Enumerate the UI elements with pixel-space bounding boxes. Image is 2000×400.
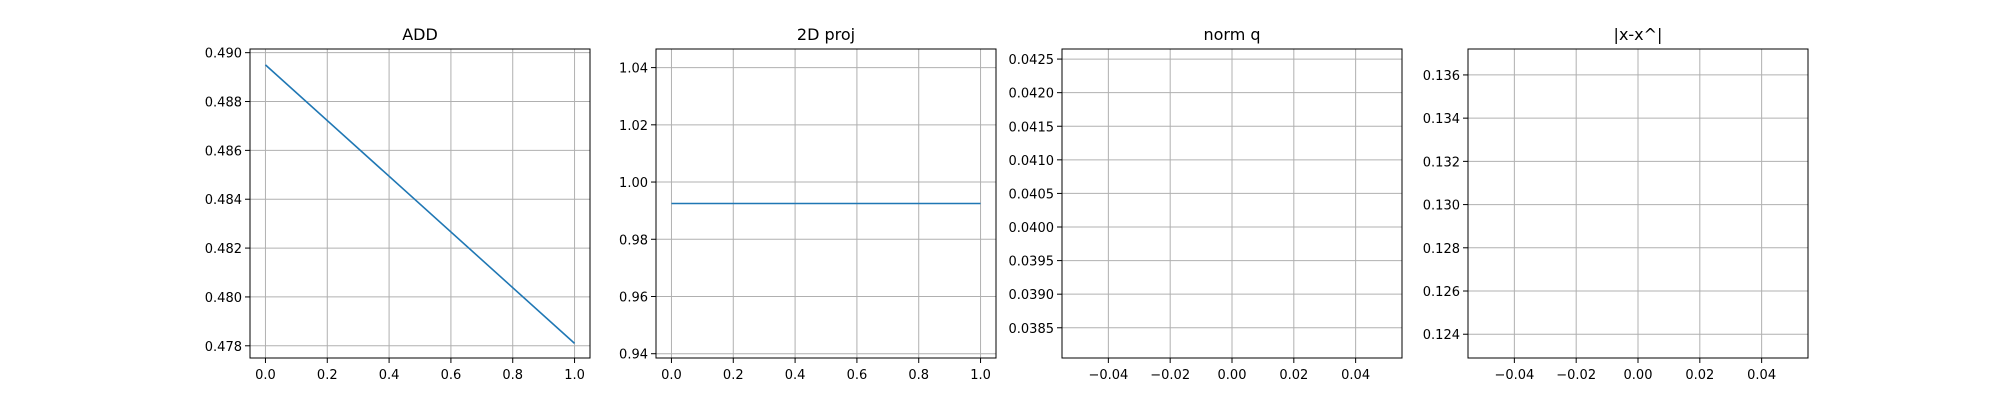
subplot-title: |x-x^| (1614, 25, 1663, 44)
y-tick-label: 1.04 (619, 62, 648, 77)
x-tick-label: 0.00 (1218, 368, 1247, 383)
subplot-title: norm q (1203, 25, 1260, 44)
x-tick-label: 0.04 (1747, 368, 1776, 383)
x-tick-label: 0.4 (785, 368, 806, 383)
y-tick-label: 0.94 (619, 348, 648, 363)
y-tick-label: 1.00 (619, 176, 648, 191)
y-tick-label: 0.0400 (1009, 221, 1055, 236)
subplot-3: −0.04 −0.02 0.00 0.02 0.04 0.0385 0.0390 0.0395… (1009, 25, 1403, 383)
y-tick-label: 0.478 (205, 340, 242, 355)
y-tick-label: 0.0385 (1009, 322, 1055, 337)
x-tick-label: 0.4 (379, 368, 400, 383)
y-tick-label: 0.0425 (1009, 53, 1055, 68)
y-tick-label: 0.480 (205, 291, 242, 306)
y-tick-label: 0.126 (1423, 285, 1460, 300)
x-tick-label: −0.04 (1088, 368, 1128, 383)
y-tick-label: 0.486 (205, 144, 242, 159)
subplot-4: −0.04 −0.02 0.00 0.02 0.04 0.124 0.126 0.128 0.1… (1423, 25, 1809, 383)
y-tick-label: 1.02 (619, 119, 648, 134)
x-tick-label: 1.0 (970, 368, 991, 383)
subplot-2: 0.0 0.2 0.4 0.6 0.8 1.0 0.94 0.96 0.98 1.00 1.02 1.… (619, 25, 997, 383)
y-tick-label: 0.0405 (1009, 187, 1055, 202)
y-tick-label: 0.130 (1423, 199, 1460, 214)
x-tick-label: 0.02 (1685, 368, 1714, 383)
x-tick-label: 0.0 (661, 368, 682, 383)
y-tick-label: 0.0410 (1009, 154, 1055, 169)
subplot-1: 0.0 0.2 0.4 0.6 0.8 1.0 0.478 0.480 0.482 0.484 0.… (205, 25, 591, 383)
y-tick-label: 0.98 (619, 233, 648, 248)
x-tick-label: 0.2 (317, 368, 338, 383)
x-tick-label: 1.0 (564, 368, 585, 383)
y-tick-label: 0.490 (205, 47, 242, 62)
x-tick-label: 0.0 (255, 368, 276, 383)
x-tick-label: 0.8 (908, 368, 929, 383)
x-tick-label: 0.2 (723, 368, 744, 383)
x-tick-label: 0.00 (1624, 368, 1653, 383)
y-tick-label: 0.484 (205, 193, 242, 208)
x-tick-label: 0.02 (1279, 368, 1308, 383)
axes-frame (249, 48, 591, 359)
series-line (264, 64, 576, 344)
x-tick-label: 0.6 (847, 368, 868, 383)
y-tick-label: 0.124 (1423, 328, 1460, 343)
x-tick-label: 0.8 (502, 368, 523, 383)
x-tick-label: −0.02 (1150, 368, 1190, 383)
x-tick-label: 0.04 (1341, 368, 1370, 383)
y-tick-label: 0.488 (205, 96, 242, 111)
x-tick-label: −0.02 (1556, 368, 1596, 383)
y-tick-label: 0.482 (205, 242, 242, 257)
y-tick-label: 0.134 (1423, 112, 1460, 127)
y-tick-label: 0.96 (619, 290, 648, 305)
y-tick-label: 0.0395 (1009, 255, 1055, 270)
y-tick-label: 0.0390 (1009, 288, 1055, 303)
y-tick-label: 0.136 (1423, 69, 1460, 84)
y-tick-label: 0.0420 (1009, 87, 1055, 102)
y-tick-label: 0.0415 (1009, 120, 1055, 135)
subplot-title: ADD (402, 25, 438, 44)
y-tick-label: 0.128 (1423, 242, 1460, 257)
y-tick-label: 0.132 (1423, 155, 1460, 170)
x-tick-label: 0.6 (441, 368, 462, 383)
x-tick-label: −0.04 (1494, 368, 1534, 383)
axes-frame (655, 48, 997, 359)
subplot-title: 2D proj (797, 25, 855, 44)
